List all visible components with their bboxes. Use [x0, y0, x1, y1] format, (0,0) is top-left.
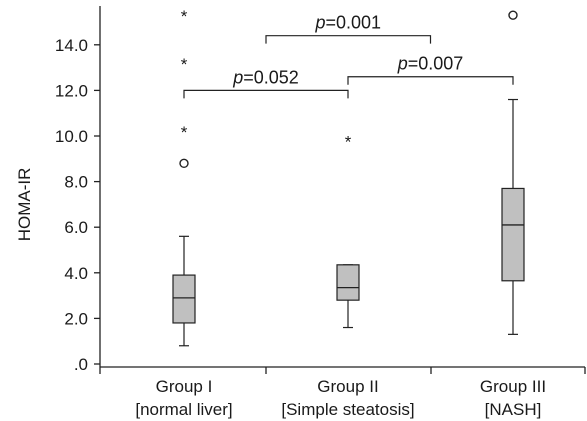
extreme-point: * — [345, 132, 352, 151]
y-tick-label: 12.0 — [55, 81, 88, 100]
y-tick-label: 8.0 — [64, 173, 88, 192]
axes: .0 2.0 4.0 6.0 8.0 10.0 12.0 14.0 Group I [normal… — [55, 6, 586, 419]
p-value: =0.052 — [243, 67, 299, 87]
x-tick-label: Group II — [317, 377, 378, 396]
x-tick-label: [Simple steatosis] — [281, 400, 414, 419]
y-tick-label: 10.0 — [55, 127, 88, 146]
box — [172, 274, 196, 324]
outlier-point — [508, 10, 518, 20]
y-tick-label: .0 — [74, 355, 88, 374]
p-value: =0.007 — [408, 54, 464, 74]
y-axis-label: HOMA-IR — [15, 168, 34, 242]
box-group: * — [336, 132, 360, 329]
box — [336, 264, 360, 301]
extreme-point: * — [181, 123, 188, 142]
y-tick-label: 6.0 — [64, 218, 88, 237]
box-group: * * * — [172, 7, 196, 347]
p-value: =0.001 — [325, 13, 381, 33]
boxes: * * * * — [172, 7, 525, 347]
y-tick-label: 2.0 — [64, 309, 88, 328]
bracket-line — [265, 35, 432, 44]
box — [501, 187, 525, 282]
extreme-point: * — [181, 55, 188, 74]
p-symbol: p — [397, 54, 408, 74]
p-value-label: p=0.007 — [397, 54, 464, 74]
p-value-label: p=0.001 — [314, 13, 381, 33]
extreme-point: * — [181, 7, 188, 26]
comparison-bracket: p=0.007 — [347, 54, 514, 85]
x-tick-label: Group I — [156, 377, 213, 396]
x-tick-label: [NASH] — [485, 400, 542, 419]
p-value-label: p=0.052 — [232, 67, 299, 87]
box-group — [501, 10, 525, 335]
y-tick-label: 14.0 — [55, 36, 88, 55]
p-symbol: p — [232, 67, 243, 87]
x-tick-label: Group III — [480, 377, 546, 396]
bracket-line — [347, 76, 514, 85]
comparison-bracket: p=0.001 — [265, 13, 432, 44]
bracket-line — [183, 89, 349, 99]
x-tick-label: [normal liver] — [135, 400, 232, 419]
y-tick-label: 4.0 — [64, 264, 88, 283]
p-symbol: p — [314, 13, 325, 33]
comparison-bracket: p=0.052 — [183, 67, 349, 99]
outlier-point — [179, 158, 189, 169]
